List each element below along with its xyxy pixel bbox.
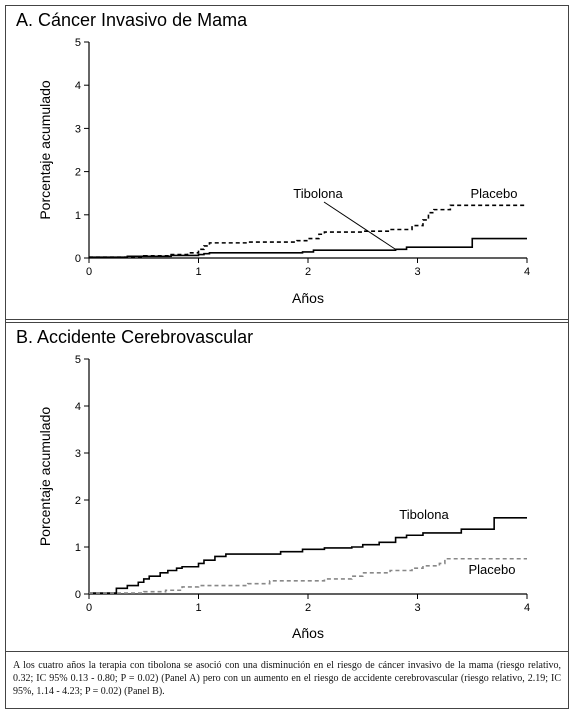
y-axis-label: Porcentaje acumulado xyxy=(37,80,53,220)
chart-a: 0 1 2 3 4 5 0 1 2 3 4 Años Porcentaje acumulado Tibol… xyxy=(37,37,530,306)
x-tick-label: 3 xyxy=(414,266,420,278)
y-tick-label: 1 xyxy=(75,210,81,222)
chart-b: 0 1 2 3 4 5 0 1 2 3 4 Años Porcentaje acumulado Tibol… xyxy=(37,354,530,641)
x-tick-label: 4 xyxy=(524,602,530,614)
x-tick-label: 2 xyxy=(305,266,311,278)
series-label-tibolona: Tibolona xyxy=(399,507,449,522)
panel-a-title: A. Cáncer Invasivo de Mama xyxy=(16,10,248,30)
y-axis-label: Porcentaje acumulado xyxy=(37,407,53,547)
x-axis-label: Años xyxy=(292,290,324,306)
panel-b: B. Accidente Cerebrovascular 0 1 2 3 4 5 0 1 2 3 4… xyxy=(5,322,569,652)
x-tick-label: 0 xyxy=(86,602,92,614)
x-tick-label: 2 xyxy=(305,602,311,614)
x-tick-label: 3 xyxy=(414,602,420,614)
y-tick-label: 5 xyxy=(75,354,81,366)
series-line-tibolona xyxy=(89,517,527,594)
y-tick-label: 2 xyxy=(75,495,81,507)
x-tick-label: 1 xyxy=(195,266,201,278)
x-tick-label: 1 xyxy=(195,602,201,614)
panel-b-title: B. Accidente Cerebrovascular xyxy=(16,327,254,347)
annotation-leader-line xyxy=(323,201,396,250)
y-tick-label: 4 xyxy=(75,80,81,92)
series-label-placebo: Placebo xyxy=(471,186,518,201)
x-tick-label: 0 xyxy=(86,266,92,278)
figure-caption: A los cuatro años la terapia con tibolon… xyxy=(13,660,561,697)
x-axis-label: Años xyxy=(292,625,324,641)
y-tick-label: 4 xyxy=(75,401,81,413)
series-line-tibolona xyxy=(89,237,527,258)
y-tick-label: 0 xyxy=(75,589,81,601)
x-tick-label: 4 xyxy=(524,266,530,278)
y-tick-label: 5 xyxy=(75,37,81,49)
series-line-placebo xyxy=(89,204,527,258)
y-tick-label: 3 xyxy=(75,448,81,460)
series-label-tibolona: Tibolona xyxy=(293,186,343,201)
series-line-placebo xyxy=(89,557,527,594)
panel-a: A. Cáncer Invasivo de Mama 0 1 2 3 4 5 0 1 2 3 4 Añ… xyxy=(5,5,569,320)
y-tick-label: 3 xyxy=(75,123,81,135)
y-tick-label: 0 xyxy=(75,253,81,265)
y-tick-label: 2 xyxy=(75,167,81,179)
series-label-placebo: Placebo xyxy=(469,562,516,577)
y-tick-label: 1 xyxy=(75,542,81,554)
